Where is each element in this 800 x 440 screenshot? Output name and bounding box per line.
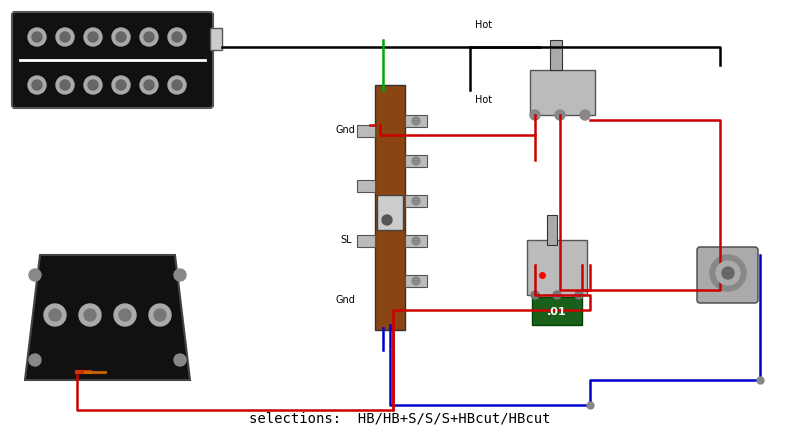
Circle shape: [28, 76, 46, 94]
Bar: [547, 215, 557, 245]
Circle shape: [710, 255, 746, 291]
Bar: [375, 85, 405, 330]
Circle shape: [29, 269, 41, 281]
Bar: [357, 180, 375, 192]
Circle shape: [149, 304, 171, 326]
Circle shape: [412, 197, 420, 205]
Circle shape: [144, 32, 154, 42]
Circle shape: [140, 76, 158, 94]
Bar: [532, 297, 582, 325]
Bar: [527, 240, 587, 295]
FancyBboxPatch shape: [12, 12, 213, 108]
Circle shape: [168, 76, 186, 94]
Text: .01: .01: [547, 307, 567, 317]
Circle shape: [116, 80, 126, 90]
Circle shape: [154, 309, 166, 321]
Circle shape: [555, 110, 565, 120]
Circle shape: [412, 117, 420, 125]
Circle shape: [116, 32, 126, 42]
Circle shape: [172, 32, 182, 42]
Circle shape: [49, 309, 61, 321]
Text: Gnd: Gnd: [335, 125, 355, 135]
Circle shape: [60, 32, 70, 42]
Circle shape: [172, 80, 182, 90]
FancyBboxPatch shape: [697, 247, 758, 303]
Circle shape: [44, 304, 66, 326]
Bar: [357, 125, 375, 137]
Circle shape: [382, 215, 392, 225]
Circle shape: [29, 354, 41, 366]
Circle shape: [84, 28, 102, 46]
Circle shape: [84, 76, 102, 94]
Circle shape: [112, 76, 130, 94]
Text: selections:  HB/HB+S/S/S+HBcut/HBcut: selections: HB/HB+S/S/S+HBcut/HBcut: [250, 411, 550, 425]
Circle shape: [56, 76, 74, 94]
Circle shape: [88, 32, 98, 42]
Circle shape: [174, 269, 186, 281]
Circle shape: [32, 80, 42, 90]
Circle shape: [79, 304, 101, 326]
Circle shape: [88, 80, 98, 90]
Circle shape: [716, 261, 740, 285]
Circle shape: [140, 28, 158, 46]
Circle shape: [60, 80, 70, 90]
Circle shape: [114, 304, 136, 326]
Polygon shape: [25, 255, 190, 380]
Text: SL: SL: [340, 235, 352, 245]
Circle shape: [112, 28, 130, 46]
Bar: [405, 195, 427, 207]
Circle shape: [412, 277, 420, 285]
Bar: [357, 235, 375, 247]
Bar: [405, 155, 427, 167]
Circle shape: [553, 291, 561, 299]
Circle shape: [119, 309, 131, 321]
Text: Hot: Hot: [475, 95, 492, 105]
Bar: [405, 115, 427, 127]
Text: Hot: Hot: [475, 20, 492, 30]
Circle shape: [28, 28, 46, 46]
Bar: [405, 235, 427, 247]
Circle shape: [531, 291, 539, 299]
Circle shape: [168, 28, 186, 46]
Circle shape: [32, 32, 42, 42]
Bar: [550, 40, 562, 70]
Circle shape: [412, 157, 420, 165]
Circle shape: [722, 267, 734, 279]
Circle shape: [84, 309, 96, 321]
Circle shape: [412, 237, 420, 245]
Bar: [210, 28, 222, 50]
Circle shape: [580, 110, 590, 120]
Circle shape: [174, 354, 186, 366]
Circle shape: [530, 110, 540, 120]
Text: Gnd: Gnd: [335, 295, 355, 305]
Circle shape: [575, 291, 583, 299]
Bar: [377, 195, 403, 230]
Bar: [530, 70, 595, 115]
Circle shape: [56, 28, 74, 46]
Bar: [405, 275, 427, 287]
Circle shape: [144, 80, 154, 90]
